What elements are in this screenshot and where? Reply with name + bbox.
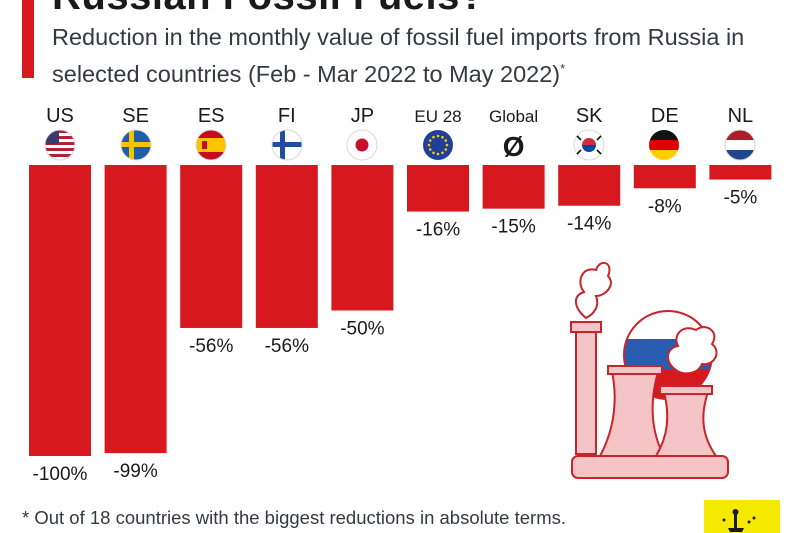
- value-label-es: -56%: [189, 336, 233, 357]
- bar-labels: US -100% SE -99% ES -56% FI -56% JP -50% EU 28 -16%…: [33, 105, 758, 485]
- bars: [29, 165, 772, 456]
- category-label-sk: SK: [576, 105, 603, 127]
- bar-de: [633, 165, 696, 189]
- value-label-jp: -50%: [340, 319, 384, 340]
- value-label-fi: -56%: [265, 336, 309, 357]
- value-label-us: -100%: [33, 464, 88, 485]
- category-label-us: US: [46, 105, 74, 127]
- category-label-nl: NL: [728, 105, 754, 127]
- sweden-flag-icon: [120, 129, 152, 161]
- value-label-global: -15%: [491, 217, 535, 238]
- bar-se: [104, 165, 167, 454]
- value-label-de: -8%: [648, 196, 682, 217]
- category-label-global: Global: [489, 107, 538, 126]
- statista-logo-icon: [722, 509, 756, 532]
- us-flag-icon: [44, 129, 76, 161]
- category-label-jp: JP: [351, 105, 374, 127]
- global-average-icon: Ø: [503, 131, 525, 162]
- bar-fi: [255, 165, 318, 328]
- finland-flag-icon: [271, 129, 303, 161]
- bar-jp: [331, 165, 394, 311]
- category-label-de: DE: [651, 105, 679, 127]
- value-label-nl: -5%: [724, 188, 758, 209]
- value-label-se: -99%: [113, 461, 157, 482]
- value-label-eu-28: -16%: [416, 220, 460, 241]
- publisher-logo[interactable]: [704, 500, 780, 533]
- category-label-es: ES: [198, 105, 225, 127]
- chart-subtitle: Reduction in the monthly value of fossil…: [52, 22, 792, 90]
- category-label-eu-28: EU 28: [414, 107, 461, 126]
- page-title: Russian Fossil Fuels?: [52, 0, 485, 19]
- germany-flag-icon: [649, 130, 679, 160]
- japan-flag-icon: [346, 129, 378, 161]
- bar-nl: [709, 165, 772, 180]
- spain-flag-icon: [195, 129, 227, 161]
- factory-illustration: [570, 261, 729, 479]
- bar-es: [180, 165, 243, 328]
- subtitle-text: Reduction in the monthly value of fossil…: [52, 24, 745, 87]
- south-korea-flag-icon: [573, 129, 605, 161]
- subtitle-footnote-mark: *: [560, 61, 566, 76]
- bar-us: [29, 165, 91, 456]
- eu-flag-icon: [423, 130, 453, 160]
- category-label-se: SE: [122, 105, 149, 127]
- bar-global: [482, 165, 545, 209]
- category-label-fi: FI: [278, 105, 296, 127]
- netherlands-flag-icon: [724, 129, 756, 161]
- value-label-sk: -14%: [567, 214, 611, 235]
- footnote: * Out of 18 countries with the biggest r…: [22, 507, 566, 528]
- bar-sk: [558, 165, 621, 206]
- accent-bar: [22, 0, 34, 78]
- bar-eu-28: [407, 165, 469, 212]
